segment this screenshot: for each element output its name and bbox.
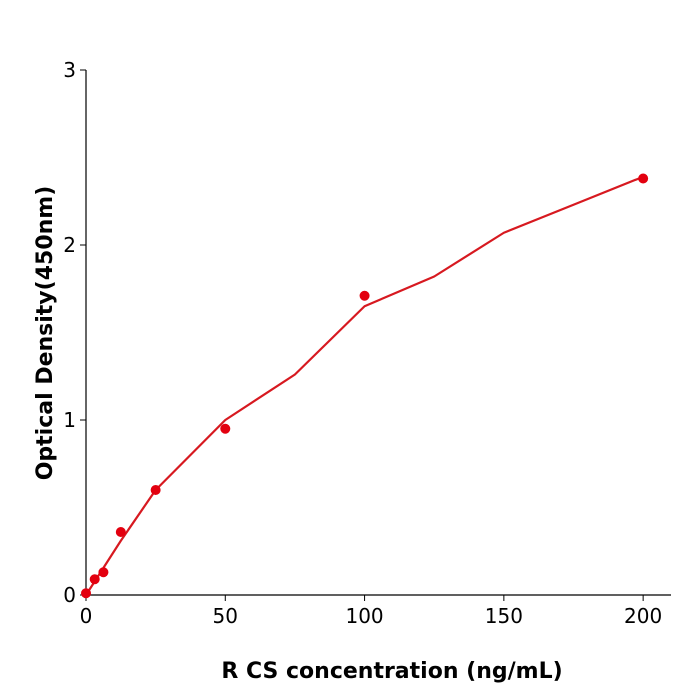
x-tick-label: 100 <box>345 604 383 628</box>
x-tick-label: 200 <box>624 604 662 628</box>
data-point <box>89 574 100 585</box>
y-tick-label: 1 <box>63 408 76 432</box>
fit-curve <box>85 175 644 596</box>
data-point <box>115 527 126 537</box>
y-tick-label: 0 <box>63 583 76 607</box>
x-axis-label: R CS concentration (ng/mL) <box>221 659 562 684</box>
data-point <box>359 290 370 301</box>
data-point <box>220 423 231 434</box>
y-tick-label: 3 <box>63 58 76 82</box>
y-axis-label: Optical Density(450nm) <box>33 186 58 481</box>
data-point <box>150 485 161 495</box>
x-tick-label: 150 <box>485 604 523 628</box>
data-point <box>81 588 91 599</box>
x-tick-label: 0 <box>80 604 93 628</box>
data-point <box>638 173 649 184</box>
y-tick-label: 2 <box>63 233 76 257</box>
x-tick-label: 50 <box>213 604 238 628</box>
data-point <box>98 567 109 578</box>
